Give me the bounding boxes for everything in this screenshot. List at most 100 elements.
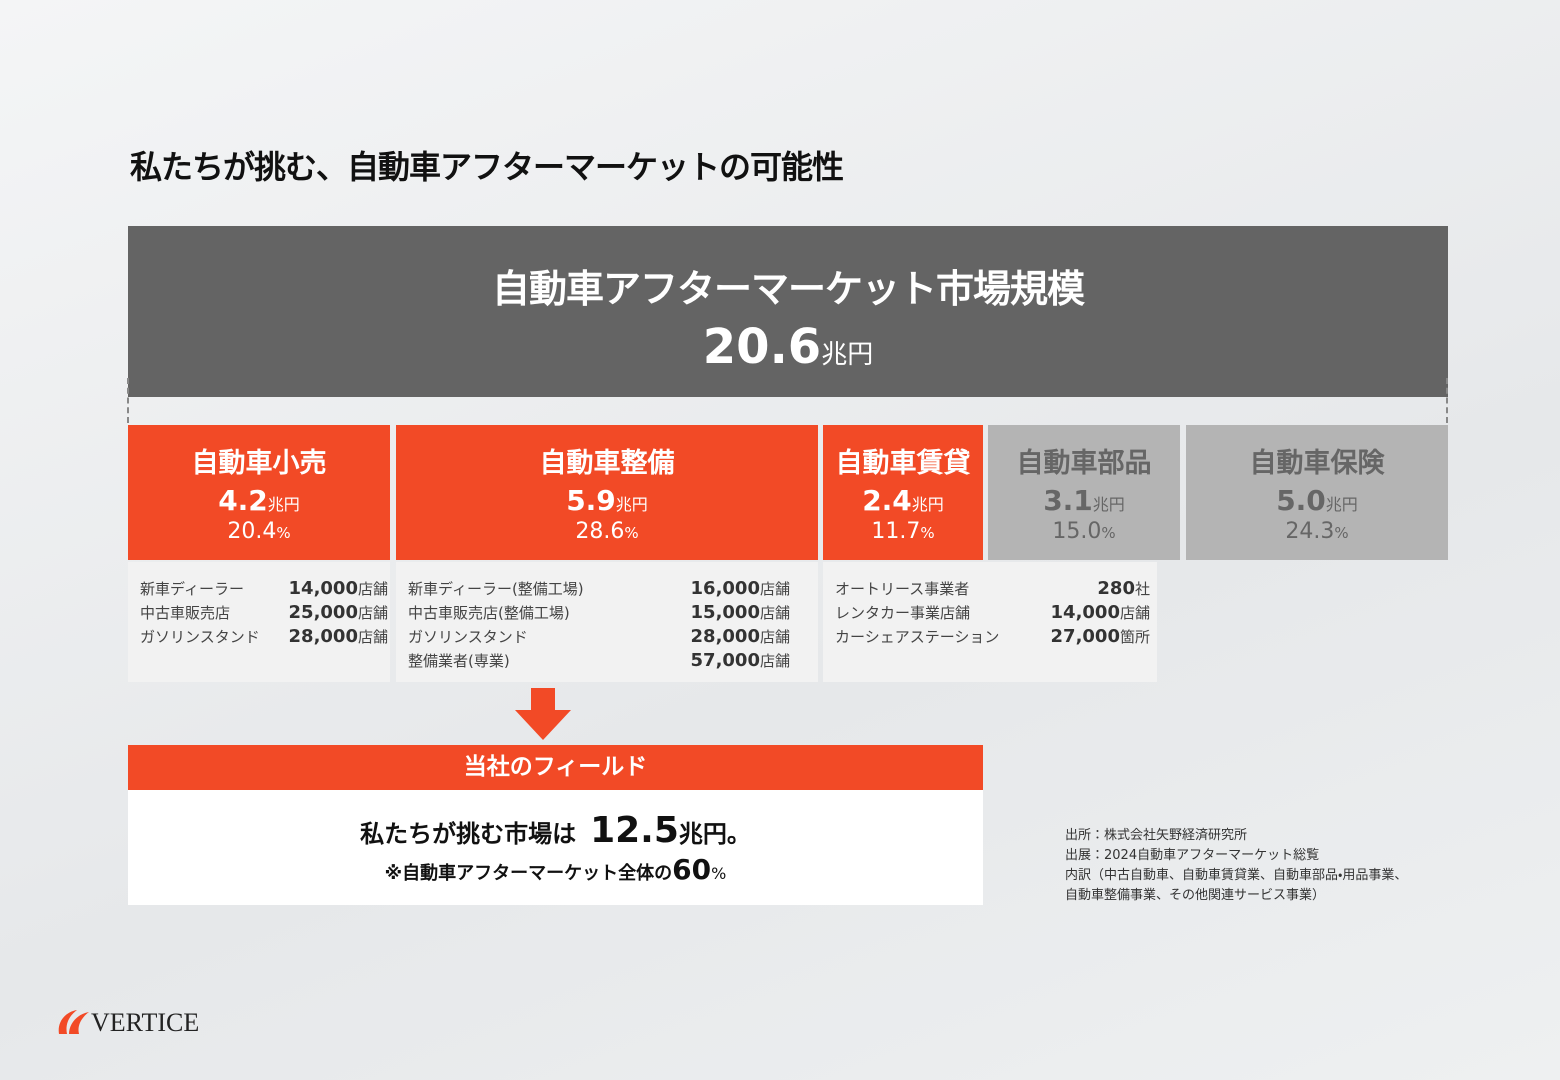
segment-share: 24.3% bbox=[1186, 519, 1448, 544]
unit: % bbox=[920, 524, 935, 542]
unit: 兆円 bbox=[1092, 495, 1125, 514]
segment: 自動車整備 5.9兆円 28.6% bbox=[396, 425, 818, 560]
detail-count: 280社 bbox=[1097, 578, 1150, 599]
unit: 社 bbox=[1134, 580, 1150, 598]
value: 28.6 bbox=[575, 519, 625, 544]
detail-label: オートリース事業者 bbox=[835, 580, 970, 598]
unit: 店舗 bbox=[357, 604, 388, 622]
detail-row: ガソリンスタンド 28,000店舗 bbox=[408, 626, 806, 650]
value: 12.5 bbox=[590, 810, 679, 851]
detail-count: 27,000箇所 bbox=[1051, 626, 1150, 647]
unit: 箇所 bbox=[1119, 628, 1150, 646]
detail-row: レンタカー事業店舗 14,000店舗 bbox=[835, 602, 1150, 626]
detail-row: カーシェアステーション 27,000箇所 bbox=[835, 626, 1150, 650]
value: 24.3 bbox=[1285, 519, 1335, 544]
segment-value: 2.4兆円 bbox=[823, 484, 983, 517]
unit: % bbox=[276, 524, 291, 542]
segment: 自動車部品 3.1兆円 15.0% bbox=[988, 425, 1180, 560]
count: 16,000 bbox=[690, 578, 760, 599]
dashed-line bbox=[1446, 378, 1448, 423]
unit: 兆円 bbox=[1325, 495, 1358, 514]
segment: 自動車保険 5.0兆円 24.3% bbox=[1186, 425, 1448, 560]
segment: 自動車小売 4.2兆円 20.4% bbox=[128, 425, 390, 560]
detail-label: 新車ディーラー bbox=[140, 580, 244, 598]
title: 私たちが挑む、自動車アフターマーケットの可能性 bbox=[130, 148, 844, 186]
source-line: 内訳（中古自動車、自動車賃貸業、自動車部品・用品事業、 bbox=[1065, 868, 1408, 883]
value: 20.4 bbox=[227, 519, 277, 544]
text: 私たちが挑む市場は bbox=[360, 820, 577, 848]
detail-label: 中古車販売店(整備工場) bbox=[408, 604, 570, 622]
unit: 店舗 bbox=[759, 580, 790, 598]
detail-count: 25,000店舗 bbox=[289, 602, 388, 623]
segment-value: 3.1兆円 bbox=[988, 484, 1180, 517]
unit: 店舗 bbox=[357, 580, 388, 598]
count: 28,000 bbox=[690, 626, 760, 647]
detail-row: 中古車販売店 25,000店舗 bbox=[140, 602, 388, 626]
segment-name: 自動車小売 bbox=[191, 448, 327, 479]
count: 280 bbox=[1097, 578, 1135, 599]
segment-name: 自動車部品 bbox=[1016, 448, 1152, 479]
field-statement: 私たちが挑む市場は 12.5兆円。 bbox=[128, 810, 983, 851]
arrow bbox=[515, 688, 571, 740]
detail-count: 16,000店舗 bbox=[691, 578, 790, 599]
market-title: 自動車アフターマーケット市場規模 bbox=[491, 267, 1085, 311]
value: 11.7 bbox=[871, 519, 921, 544]
detail-row: 整備業者(専業) 57,000店舗 bbox=[408, 650, 806, 674]
detail-count: 15,000店舗 bbox=[691, 602, 790, 623]
field-header: 当社のフィールド bbox=[128, 745, 983, 790]
detail-count: 14,000店舗 bbox=[1051, 602, 1150, 623]
value: 20.6 bbox=[702, 319, 822, 375]
unit: 店舗 bbox=[759, 628, 790, 646]
segment-name: 自動車賃貸 bbox=[835, 448, 971, 479]
logo-mark bbox=[58, 1010, 89, 1034]
value: 2.4 bbox=[862, 484, 912, 517]
market-value: 20.6兆円 bbox=[128, 319, 1448, 375]
segment-value: 4.2兆円 bbox=[128, 484, 390, 517]
logo-text: VERTICE bbox=[91, 1008, 200, 1037]
count: 27,000 bbox=[1050, 626, 1120, 647]
value: 5.9 bbox=[566, 484, 616, 517]
unit: % bbox=[711, 864, 727, 883]
count: 14,000 bbox=[288, 578, 358, 599]
detail-row: ガソリンスタンド 28,000店舗 bbox=[140, 626, 388, 650]
unit: 兆円。 bbox=[678, 820, 751, 848]
unit: 兆円 bbox=[267, 495, 300, 514]
detail-row: 新車ディーラー 14,000店舗 bbox=[140, 578, 388, 602]
count: 57,000 bbox=[690, 650, 760, 671]
segment-value: 5.0兆円 bbox=[1186, 484, 1448, 517]
value: 3.1 bbox=[1043, 484, 1093, 517]
detail-row: オートリース事業者 280社 bbox=[835, 578, 1150, 602]
unit: 店舗 bbox=[1119, 604, 1150, 622]
count: 14,000 bbox=[1050, 602, 1120, 623]
detail-count: 14,000店舗 bbox=[289, 578, 388, 599]
detail-row: 中古車販売店(整備工場) 15,000店舗 bbox=[408, 602, 806, 626]
field-box: 私たちが挑む市場は 12.5兆円。 ※自動車アフターマーケット全体の60% bbox=[128, 790, 983, 905]
field-note: ※自動車アフターマーケット全体の60% bbox=[128, 853, 983, 886]
dashed-line bbox=[127, 378, 129, 423]
segment: 自動車賃貸 2.4兆円 11.7% bbox=[823, 425, 983, 560]
detail-count: 28,000店舗 bbox=[289, 626, 388, 647]
segment-value: 5.9兆円 bbox=[396, 484, 818, 517]
detail-label: ガソリンスタンド bbox=[408, 628, 528, 646]
source-line: 出所：株式会社矢野経済研究所 bbox=[1065, 828, 1248, 843]
detail-row: 新車ディーラー(整備工場) 16,000店舗 bbox=[408, 578, 806, 602]
value: 5.0 bbox=[1276, 484, 1326, 517]
unit: 店舗 bbox=[357, 628, 388, 646]
unit: 兆円 bbox=[615, 495, 648, 514]
unit: % bbox=[1101, 524, 1116, 542]
segment-details: オートリース事業者 280社レンタカー事業店舗 14,000店舗 カーシェアステーショ… bbox=[823, 562, 1157, 682]
segment-name: 自動車保険 bbox=[1249, 448, 1385, 479]
unit: % bbox=[624, 524, 639, 542]
count: 25,000 bbox=[288, 602, 358, 623]
text: ※自動車アフターマーケット全体の bbox=[384, 863, 673, 884]
value: 15.0 bbox=[1052, 519, 1102, 544]
value: 4.2 bbox=[218, 484, 268, 517]
count: 15,000 bbox=[690, 602, 760, 623]
segment-details: 新車ディーラー(整備工場) 16,000店舗 中古車販売店(整備工場) 15,000店… bbox=[396, 562, 818, 682]
source-line: 出展：2024自動車アフターマーケット総覧 bbox=[1065, 848, 1320, 863]
source: 出所：株式会社矢野経済研究所出展：2024自動車アフターマーケット総覧内訳（中古… bbox=[1065, 826, 1407, 906]
market-header: 自動車アフターマーケット市場規模 20.6兆円 bbox=[128, 226, 1448, 397]
count: 28,000 bbox=[288, 626, 358, 647]
unit: 店舗 bbox=[759, 652, 790, 670]
